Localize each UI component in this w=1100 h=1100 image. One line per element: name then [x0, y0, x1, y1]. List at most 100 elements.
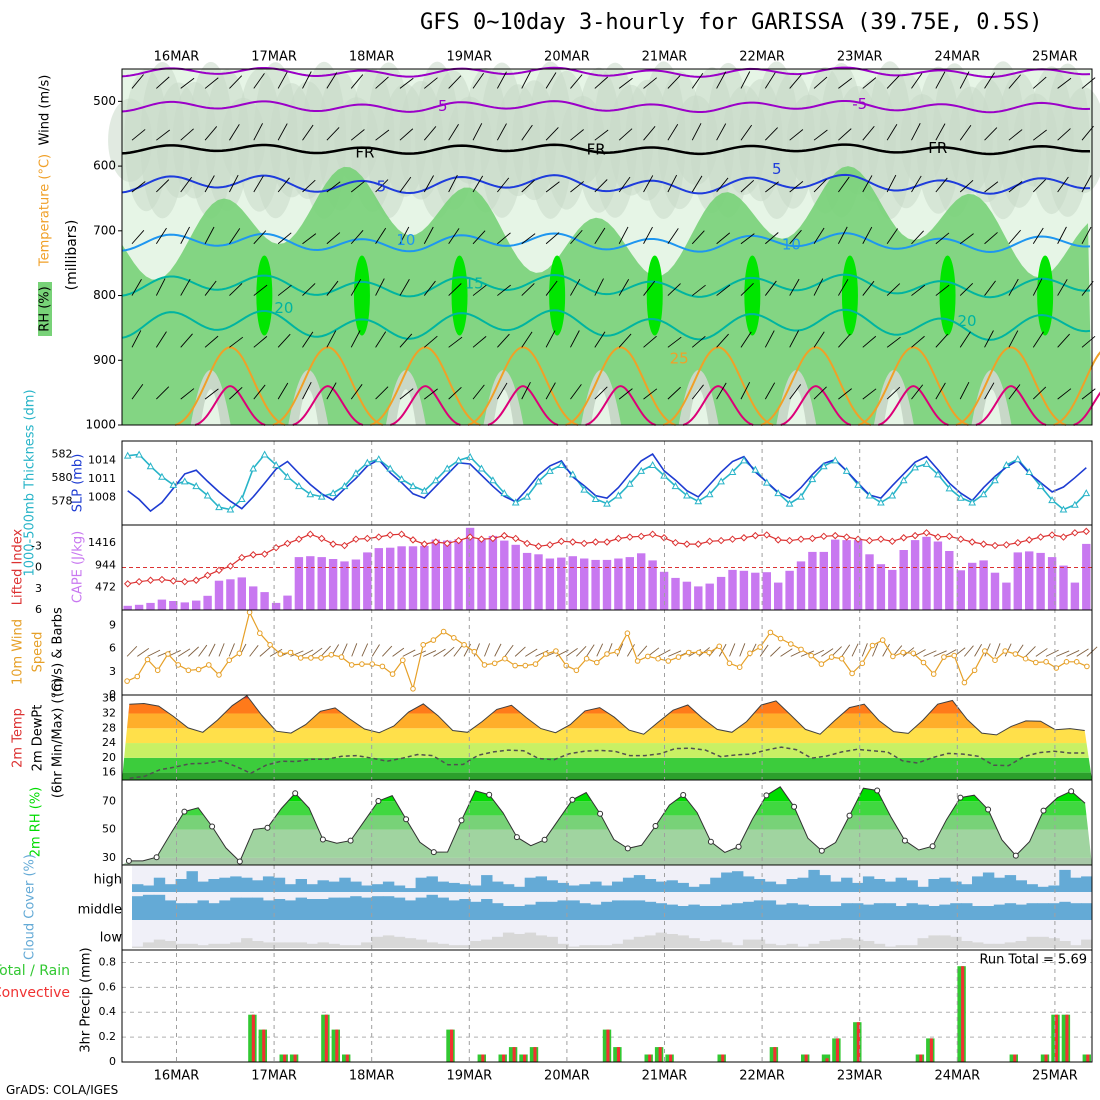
cloud-bar-low	[819, 941, 831, 948]
wind-barb	[935, 71, 946, 89]
wind-barb	[277, 284, 292, 296]
thickness-point	[431, 476, 440, 484]
cloud-bar-middle	[797, 904, 809, 920]
wind-barb-10m	[126, 646, 138, 657]
cape-bar	[431, 539, 440, 610]
cloud-bar-high	[372, 884, 384, 892]
lifted-index-point	[979, 540, 988, 548]
cape-bar	[488, 535, 498, 610]
wind-barb	[716, 333, 729, 348]
cape-bar	[1059, 565, 1068, 610]
cloud-bar-low	[546, 936, 558, 948]
wind-barb	[204, 126, 218, 141]
thickness-point	[523, 492, 531, 500]
wind-barb	[375, 179, 389, 193]
contour-label: 20	[958, 312, 977, 330]
rh-point	[818, 847, 825, 854]
cloud-bar-high	[1026, 884, 1038, 892]
cloud-axis-label: Cloud Cover (%)	[23, 854, 38, 960]
cloud-bar-high	[142, 885, 155, 892]
wind-barb	[984, 127, 998, 141]
wind-barb	[521, 283, 535, 296]
lifted-index-point	[1025, 536, 1033, 544]
cloud-bar-middle	[808, 906, 820, 920]
wind-barb	[594, 227, 606, 245]
wind-axis-label: Wind (m/s)	[38, 75, 53, 146]
wind-speed-point	[502, 655, 508, 662]
thickness-point	[591, 494, 600, 502]
cloud-bar-middle	[317, 899, 329, 920]
wind-barb	[545, 330, 556, 348]
thickness-point	[808, 475, 817, 483]
wind-speed-point	[982, 648, 988, 654]
cloud-bar-low	[579, 945, 591, 948]
wind-barb	[472, 73, 485, 89]
wind-speed-point	[532, 661, 539, 667]
precip-tick-label: 0.4	[99, 1005, 117, 1018]
wind-barb-10m	[371, 644, 380, 657]
wind-barb	[180, 278, 191, 296]
lifted-index-point	[215, 566, 223, 575]
cloud-bar-low	[928, 935, 940, 948]
wind-barb-10m	[974, 644, 982, 657]
cloud-bar-high	[328, 881, 340, 892]
lifted-index-point	[181, 577, 189, 586]
cape-bar	[739, 570, 749, 610]
cloud-bar-high	[721, 872, 733, 892]
cloud-bar-high	[273, 877, 286, 892]
cloud-bar-high	[612, 881, 624, 892]
temp-contour-20	[121, 308, 1091, 341]
cloud-bar-low	[1015, 941, 1027, 948]
wind-speed-point	[614, 648, 621, 655]
top-date-label: 24MAR	[934, 50, 980, 65]
cape-bar	[306, 556, 315, 610]
precip-convective-bar	[804, 1054, 808, 1062]
lifted-index-point	[352, 535, 360, 543]
wind-barb	[375, 76, 389, 89]
cloud-bar-middle	[742, 901, 755, 920]
cloud-bar-low	[906, 945, 918, 948]
cloud-bar-low	[612, 943, 624, 948]
wind-speed-point	[828, 654, 835, 660]
cloud-bar-low	[917, 938, 929, 948]
wind-barb	[789, 229, 802, 245]
lifted-index-point	[260, 550, 269, 558]
wind-barb	[570, 129, 584, 141]
cloud-bar-middle	[306, 899, 318, 920]
temp-contour-30	[194, 385, 266, 426]
wind-speed-point	[839, 655, 845, 662]
rh-bright-cell	[451, 255, 468, 336]
wind-barb	[667, 336, 682, 348]
cape-bar	[853, 540, 863, 610]
cloud-bar-low	[830, 939, 842, 948]
cloud-bar-high	[1004, 875, 1017, 892]
rh-point	[236, 858, 243, 865]
wind-barb	[472, 230, 486, 245]
wind-barb-10m	[1056, 650, 1070, 657]
wind-barb	[691, 384, 704, 400]
wind-barb-10m	[964, 645, 974, 657]
wind-barb	[838, 128, 852, 141]
wind-barb	[1032, 331, 1044, 348]
precip-convective-bar	[856, 1022, 860, 1062]
wind-barb	[155, 331, 167, 348]
precip-convective-bar	[502, 1054, 506, 1062]
cape-bar	[465, 527, 475, 610]
wind-barb	[765, 232, 779, 245]
pressure-tick-label: 900	[93, 353, 116, 367]
wind-barb	[180, 77, 195, 89]
lifted-tick-label: 0	[35, 561, 42, 574]
wind-barb	[911, 230, 924, 245]
wind-speed-point	[246, 609, 253, 616]
thickness-point	[511, 498, 520, 506]
lifted-index-point	[557, 537, 566, 545]
cloud-bar-high	[1037, 886, 1049, 892]
thickness-tick-label: 582	[52, 448, 73, 461]
thickness-point	[603, 499, 611, 507]
thickness-point	[1082, 489, 1091, 497]
wind-barb-10m	[1076, 648, 1089, 657]
wind-barb-10m	[188, 646, 199, 657]
rh-point	[125, 857, 132, 864]
cloud-bar-high	[862, 876, 875, 892]
wind-barb-10m	[259, 646, 271, 657]
